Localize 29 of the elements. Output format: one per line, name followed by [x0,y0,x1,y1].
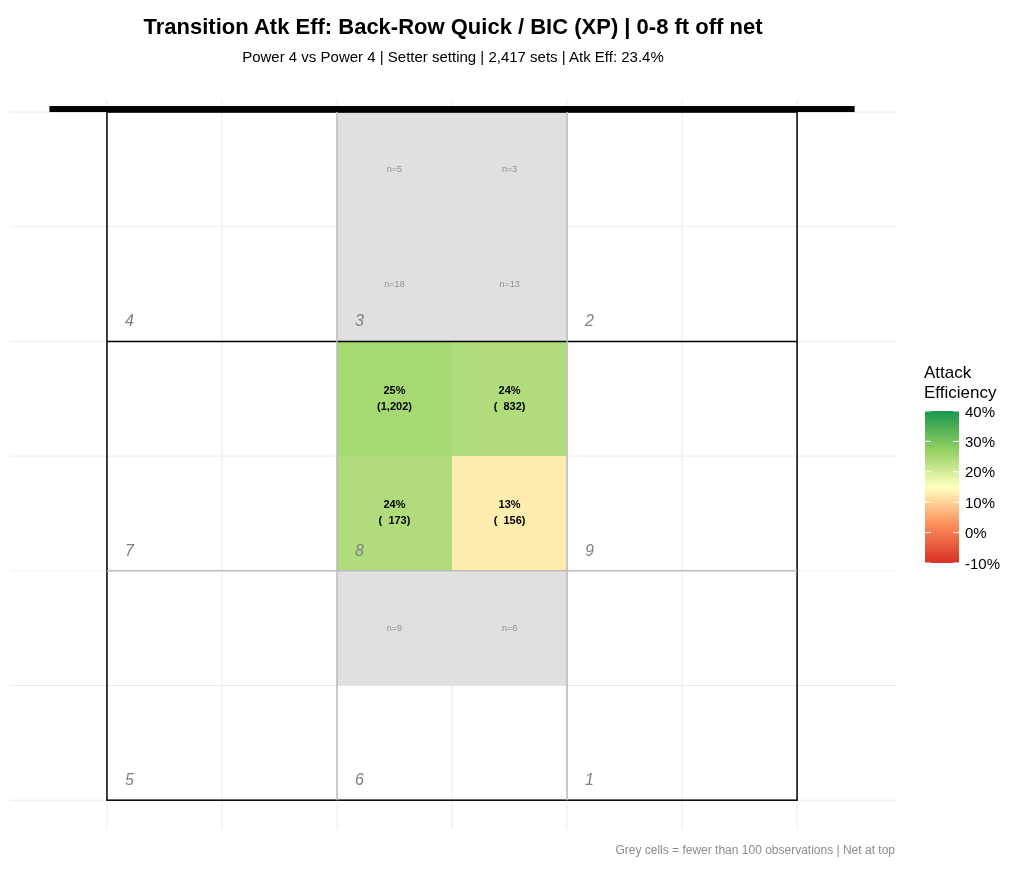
color-bar-label: 30% [965,432,996,450]
text: 9 [585,541,595,559]
color-bar-label: 10% [965,493,996,511]
text: n=13 [499,279,520,290]
color-bar-label: 40% [965,402,996,420]
text: n=5 [386,164,403,175]
text: 1 [585,771,594,789]
text: 4 [124,312,134,330]
data-label: 24% ( 832) [493,383,526,412]
text: n=18 [384,279,405,290]
data-label: 25% (1,202) [377,383,413,412]
chart-title: Transition Atk Eff: Back-Row Quick / BIC (XP) | 0-8 ft off net [142,14,764,40]
data-label: 24% ( 173) [378,498,411,527]
chart-subtitle: Power 4 vs Power 4 | Setter setting | 2,417 sets | Atk Eff: 23.4% [241,48,665,65]
text: 6 [355,771,364,789]
text: n=9 [386,623,403,634]
annotation: 8 [355,541,364,559]
text: n=3 [501,164,518,175]
text: 3 [355,312,364,330]
color-bar-title: Attack Efficiency [924,363,997,402]
text: Grey cells = fewer than 100 observations | Net at top [615,843,895,857]
text: 2 [584,312,595,330]
color-bar-label: -10% [965,554,1001,572]
data-label: 13% ( 156) [493,498,526,527]
text: n=6 [501,623,518,634]
text: 5 [124,771,134,789]
color-bar-label: 0% [965,524,987,542]
text: 7 [124,541,135,559]
color-bar-label: 20% [965,463,996,481]
